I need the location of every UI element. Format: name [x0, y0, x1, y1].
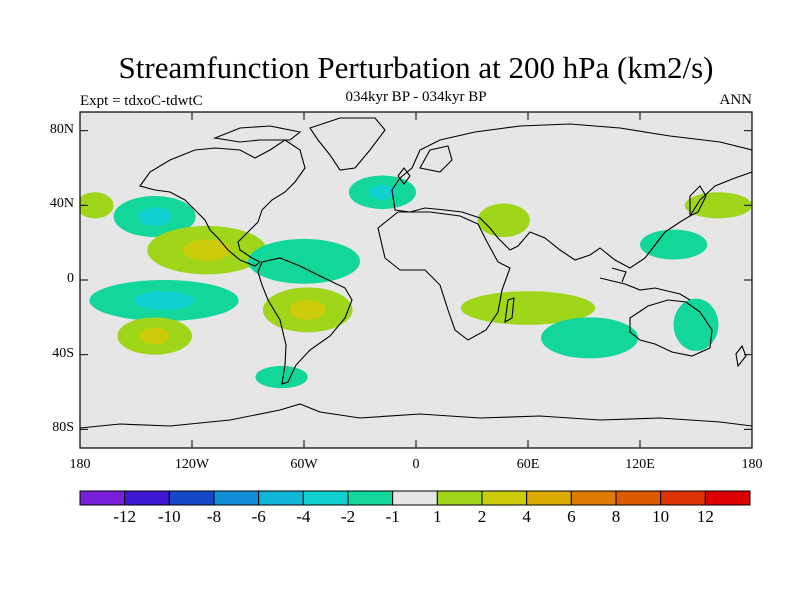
colorbar-swatch — [347, 490, 394, 506]
anomaly-s-pacific-pos — [117, 317, 192, 355]
coastline-south-america — [257, 257, 353, 385]
coastline-arctic-islands — [212, 125, 302, 143]
anomaly-tropical-e-pacific-pos — [147, 225, 267, 275]
colorbar-swatch — [436, 490, 483, 506]
anomaly-australia-neg — [673, 298, 719, 351]
colorbar-swatch — [704, 490, 751, 506]
colorbar-label: 2 — [477, 507, 487, 526]
y-tick-label: 80N — [49, 121, 74, 137]
x-tick-label: 120E — [625, 457, 655, 472]
coastline-australia — [629, 299, 713, 357]
colorbar-swatch — [660, 490, 706, 506]
colorbar-label: 6 — [567, 507, 576, 526]
anomaly-n-pacific-neg — [113, 196, 196, 238]
colorbar-swatch — [168, 490, 215, 506]
coastline-layer — [80, 117, 752, 429]
colorbar-swatch — [392, 490, 438, 506]
coastline-indonesia — [599, 267, 691, 301]
coastline-north-america — [139, 139, 306, 267]
colorbar-label: -6 — [251, 507, 266, 526]
colorbar-label: -8 — [206, 507, 222, 526]
anomaly-s-pacific-neg — [89, 280, 239, 322]
colorbar-swatch — [124, 490, 170, 506]
anomaly-w-pacific-pos — [684, 192, 752, 219]
coastline-madagascar — [504, 297, 515, 324]
y-tick-label: 0 — [67, 271, 74, 286]
colorbar-label: 4 — [522, 507, 531, 526]
anomaly-indian-ocean-pos — [460, 291, 596, 325]
anomaly-s-atlantic-neg — [255, 365, 308, 389]
anomaly-caribbean-neg — [248, 238, 360, 284]
colorbar-label: -12 — [113, 507, 136, 526]
coastline-eurasia — [391, 123, 752, 269]
colorbar-label: 1 — [433, 507, 442, 526]
axis-ticks — [79, 112, 753, 448]
anomaly-w-pacific-tropical-neg — [640, 229, 708, 260]
colorbar-label: 10 — [652, 507, 670, 526]
colorbar-label: -1 — [385, 507, 400, 526]
colorbar-swatch — [526, 490, 572, 506]
colorbar-label: -10 — [157, 507, 181, 526]
coastline-new-zealand — [735, 344, 747, 368]
coastline-japan — [689, 185, 707, 217]
x-tick-label: 60W — [290, 457, 318, 472]
colorbar-label: 12 — [696, 507, 714, 526]
anomaly-s-indian-neg — [541, 317, 639, 359]
anomaly-e-pacific-pos — [80, 192, 114, 219]
colorbar-label: 8 — [611, 507, 621, 526]
x-tick-label: 60E — [516, 457, 540, 472]
coastline-greenland — [309, 117, 386, 171]
x-tick-label: 180 — [741, 457, 763, 472]
colorbar-swatch — [615, 490, 662, 506]
coastline-africa — [377, 211, 511, 341]
colorbar-swatch — [258, 490, 304, 506]
coastline-antarctica — [80, 403, 752, 429]
coastline-scandinavia — [419, 145, 453, 173]
x-tick-label: 0 — [412, 457, 420, 472]
anomaly-s-america-pos — [262, 287, 353, 333]
y-tick-label: 40N — [49, 196, 74, 212]
colorbar-swatch — [302, 490, 349, 506]
colorbar-swatch — [481, 490, 528, 506]
chart-subtitle: 034kyr BP - 034kyr BP — [345, 89, 487, 105]
anomaly-middle-east-pos — [477, 203, 530, 238]
chart-title: Streamfunction Perturbation at 200 hPa (… — [118, 50, 714, 85]
x-tick-label: 120W — [174, 457, 210, 472]
map-background — [80, 112, 752, 448]
colorbar-label: -4 — [296, 507, 311, 526]
y-tick-label: 80S — [52, 420, 74, 436]
colorbar-swatch — [213, 490, 260, 506]
anomaly-layer — [80, 175, 752, 389]
coastline-british-isles — [397, 167, 411, 185]
colorbar — [79, 490, 751, 506]
x-tick-label: 180 — [69, 457, 91, 472]
experiment-label: Expt = tdxoC-tdwtC — [80, 93, 203, 109]
colorbar-swatch — [79, 490, 126, 506]
colorbar-label: -2 — [340, 507, 356, 526]
y-tick-label: 40S — [52, 345, 74, 361]
season-label: ANN — [719, 92, 753, 108]
anomaly-n-atlantic-neg — [348, 175, 416, 210]
colorbar-swatch — [570, 490, 617, 506]
